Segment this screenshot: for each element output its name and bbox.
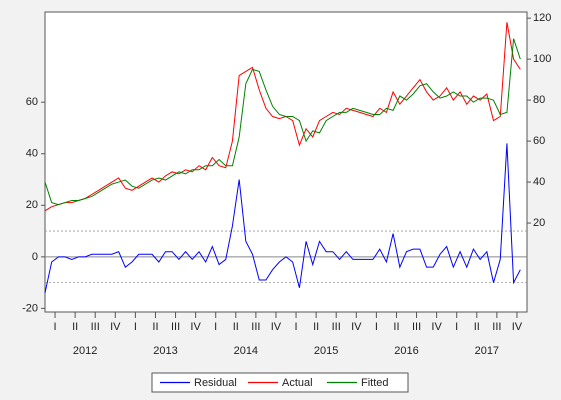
year-label: 2014 [234, 345, 258, 357]
y-tick-label: -20 [22, 302, 38, 314]
legend-label: Fitted [361, 377, 389, 389]
y-tick-label: 60 [26, 96, 38, 108]
x-tick-label: IV [271, 321, 282, 333]
x-tick-label: IV [431, 321, 442, 333]
year-label: 2013 [153, 345, 177, 357]
year-label: 2012 [73, 345, 97, 357]
y2-tick-label: 120 [533, 12, 551, 24]
series-line [44, 38, 521, 206]
x-tick-label: II [233, 321, 239, 333]
y2-tick-label: 40 [533, 176, 545, 188]
x-tick-label: III [492, 321, 501, 333]
y-tick-label: 0 [32, 251, 38, 263]
x-tick-label: IV [190, 321, 201, 333]
x-tick-label: I [134, 321, 137, 333]
series-line [44, 143, 521, 294]
legend-label: Actual [282, 377, 313, 389]
x-tick-label: IV [512, 321, 523, 333]
x-tick-label: III [171, 321, 180, 333]
x-tick-label: II [313, 321, 319, 333]
x-tick-label: III [332, 321, 341, 333]
y2-tick-label: 20 [533, 217, 545, 229]
x-tick-label: I [455, 321, 458, 333]
x-tick-label: I [375, 321, 378, 333]
y-tick-label: 20 [26, 199, 38, 211]
x-tick-label: I [295, 321, 298, 333]
series-line [44, 22, 521, 212]
legend-label: Residual [194, 377, 237, 389]
x-tick-label: II [474, 321, 480, 333]
y2-tick-label: 100 [533, 53, 551, 65]
x-tick-label: II [152, 321, 158, 333]
x-tick-label: III [251, 321, 260, 333]
year-label: 2015 [314, 345, 338, 357]
y2-tick-label: 80 [533, 94, 545, 106]
x-tick-label: II [393, 321, 399, 333]
x-tick-label: I [54, 321, 57, 333]
x-tick-label: IV [110, 321, 121, 333]
year-label: 2016 [394, 345, 418, 357]
y-tick-label: 40 [26, 148, 38, 160]
x-tick-label: III [412, 321, 421, 333]
x-tick-label: III [91, 321, 100, 333]
x-tick-label: IV [351, 321, 362, 333]
x-tick-label: I [214, 321, 217, 333]
legend-box [151, 372, 409, 393]
plot-area [44, 11, 528, 313]
year-label: 2017 [475, 345, 499, 357]
x-tick-label: II [72, 321, 78, 333]
y2-tick-label: 60 [533, 135, 545, 147]
